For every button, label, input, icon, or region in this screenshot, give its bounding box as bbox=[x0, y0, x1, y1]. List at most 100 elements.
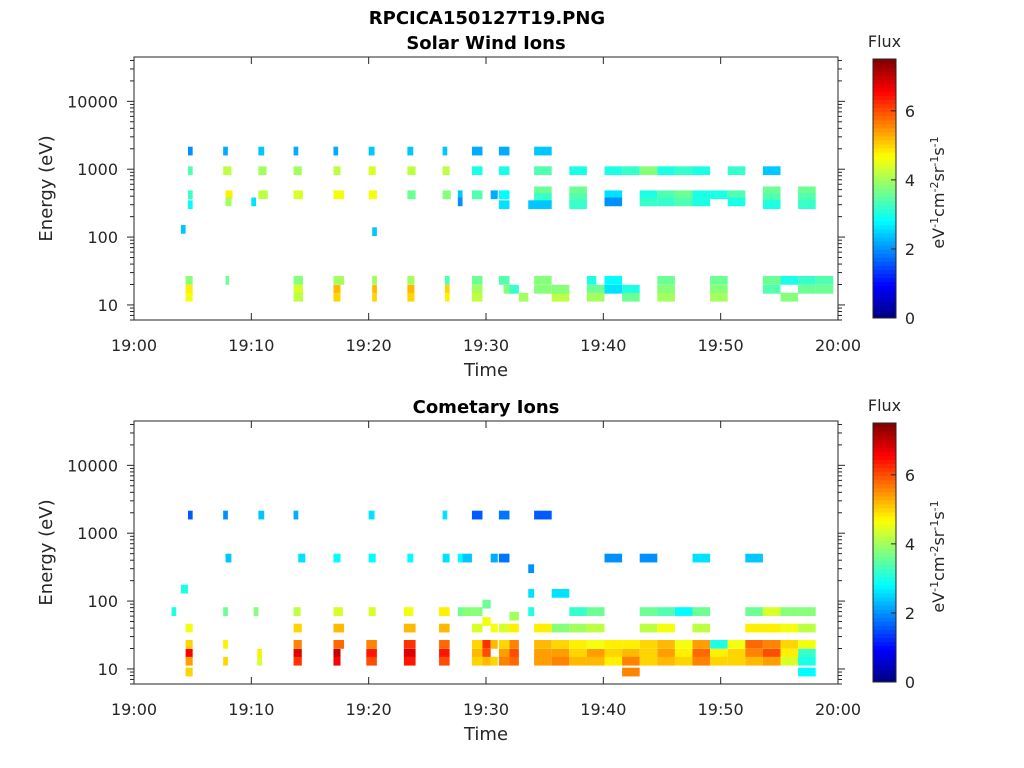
heatmap-cell bbox=[657, 284, 675, 294]
heatmap-cell bbox=[498, 623, 510, 633]
heatmap-cell bbox=[710, 640, 728, 649]
heatmap-cell bbox=[639, 553, 658, 563]
heatmap-cell bbox=[762, 200, 781, 210]
heatmap-cell bbox=[639, 197, 658, 207]
y-axis-label: Energy (eV) bbox=[36, 499, 57, 605]
figure-title: RPCICA150127T19.PNG bbox=[369, 8, 605, 29]
heatmap-cell bbox=[674, 197, 693, 207]
heatmap-cell bbox=[471, 146, 483, 156]
heatmap-cell bbox=[762, 186, 781, 196]
x-tick-label: 19:10 bbox=[228, 336, 274, 355]
heatmap-cell bbox=[762, 623, 781, 633]
colorbar-segment bbox=[873, 86, 896, 92]
heatmap-cell bbox=[745, 623, 763, 633]
colorbar-segment bbox=[873, 293, 896, 299]
colorbar-segment bbox=[873, 653, 896, 659]
colorbar-segment bbox=[873, 430, 896, 436]
colorbar-segment bbox=[873, 188, 896, 194]
heatmap-cell bbox=[509, 623, 519, 633]
heatmap-cell bbox=[622, 656, 640, 666]
heatmap-cell bbox=[457, 553, 463, 563]
heatmap-cell bbox=[185, 648, 193, 658]
colorbar-segment bbox=[873, 422, 896, 428]
colorbar-segment bbox=[873, 511, 896, 517]
y-axis: 10 100 1000 10000 bbox=[67, 59, 845, 321]
y-tick-label: 10 bbox=[98, 296, 118, 315]
colorbar-segment bbox=[873, 661, 896, 667]
colorbar-segment bbox=[873, 115, 896, 121]
heatmap-cell bbox=[372, 227, 377, 237]
colorbar-segment bbox=[873, 313, 896, 319]
colorbar-segment bbox=[873, 236, 896, 242]
colorbar-segment bbox=[873, 475, 896, 481]
heatmap-cell bbox=[293, 623, 302, 633]
x-tick-label: 19:40 bbox=[580, 700, 626, 719]
unit-symbol: cm bbox=[929, 557, 948, 581]
colorbar-segment bbox=[873, 103, 896, 109]
colorbar-segment bbox=[873, 192, 896, 198]
heatmap-cell bbox=[528, 588, 535, 598]
colorbar-title: Flux bbox=[868, 32, 901, 51]
heatmap-cell bbox=[692, 607, 711, 616]
colorbar-segment bbox=[873, 94, 896, 100]
heatmap-cell bbox=[534, 510, 552, 520]
spectrogram-panel-2: Cometary Ions 19:00 19:10 19:20 19:30 19:40 19… bbox=[36, 396, 948, 745]
heatmap-cell bbox=[674, 166, 693, 176]
colorbar-segment bbox=[873, 151, 896, 157]
heatmap-cell bbox=[439, 648, 450, 658]
heatmap-cell bbox=[710, 190, 728, 200]
colorbar-segment bbox=[873, 119, 896, 125]
x-axis-label: Time bbox=[463, 360, 508, 381]
heatmap-cell bbox=[692, 197, 711, 207]
unit-exponent: -1 bbox=[928, 217, 941, 228]
heatmap-cell bbox=[333, 553, 341, 563]
heatmap-cell bbox=[586, 607, 605, 616]
heatmap-cell bbox=[333, 623, 345, 633]
heatmap-cell bbox=[471, 656, 483, 666]
heatmap-cell bbox=[674, 656, 693, 666]
heatmap-cell bbox=[442, 190, 451, 200]
y-tick-label: 10000 bbox=[67, 92, 118, 111]
heatmap-cell bbox=[442, 510, 448, 520]
colorbar-segment bbox=[873, 608, 896, 614]
heatmap-cell bbox=[333, 648, 341, 658]
colorbar-segment bbox=[873, 426, 896, 432]
heatmap-cell bbox=[604, 640, 623, 649]
unit-symbol: sr bbox=[929, 530, 948, 545]
colorbar-segment bbox=[873, 467, 896, 473]
heatmap-cell bbox=[439, 607, 450, 616]
colorbar-segment bbox=[873, 200, 896, 206]
heatmap-cell bbox=[657, 190, 675, 200]
heatmap-cell bbox=[780, 648, 799, 658]
colorbar-segment bbox=[873, 519, 896, 525]
heatmap-cell bbox=[293, 284, 303, 294]
heatmap-cell bbox=[692, 190, 711, 200]
colorbar-segment bbox=[873, 620, 896, 626]
heatmap-cell bbox=[762, 648, 781, 658]
heatmap-cell bbox=[171, 607, 177, 616]
y-tick-label: 100 bbox=[87, 592, 118, 611]
heatmap-cell bbox=[745, 656, 763, 666]
colorbar-segment bbox=[873, 224, 896, 230]
heatmap-cell bbox=[462, 553, 472, 563]
heatmap-cell bbox=[622, 648, 640, 658]
colorbar-segment bbox=[873, 179, 896, 185]
colorbar-segment bbox=[873, 446, 896, 452]
heatmap-cell bbox=[551, 292, 570, 302]
colorbar-segment bbox=[873, 531, 896, 537]
heatmap-cell bbox=[444, 292, 450, 302]
heatmap-cell bbox=[798, 656, 816, 666]
heatmap-cell bbox=[185, 276, 193, 285]
colorbar-segment bbox=[873, 123, 896, 129]
heatmap-cell bbox=[657, 276, 675, 285]
heatmap-cell bbox=[639, 190, 658, 200]
colorbar-segment bbox=[873, 208, 896, 214]
colorbar-tick-label: 0 bbox=[905, 673, 915, 692]
heatmap-cell bbox=[727, 656, 746, 666]
heatmap-cell bbox=[528, 607, 535, 616]
heatmap-cell bbox=[551, 623, 570, 633]
heatmap-cell bbox=[622, 284, 640, 294]
colorbar-segment bbox=[873, 669, 896, 675]
colorbar-segment bbox=[873, 604, 896, 610]
